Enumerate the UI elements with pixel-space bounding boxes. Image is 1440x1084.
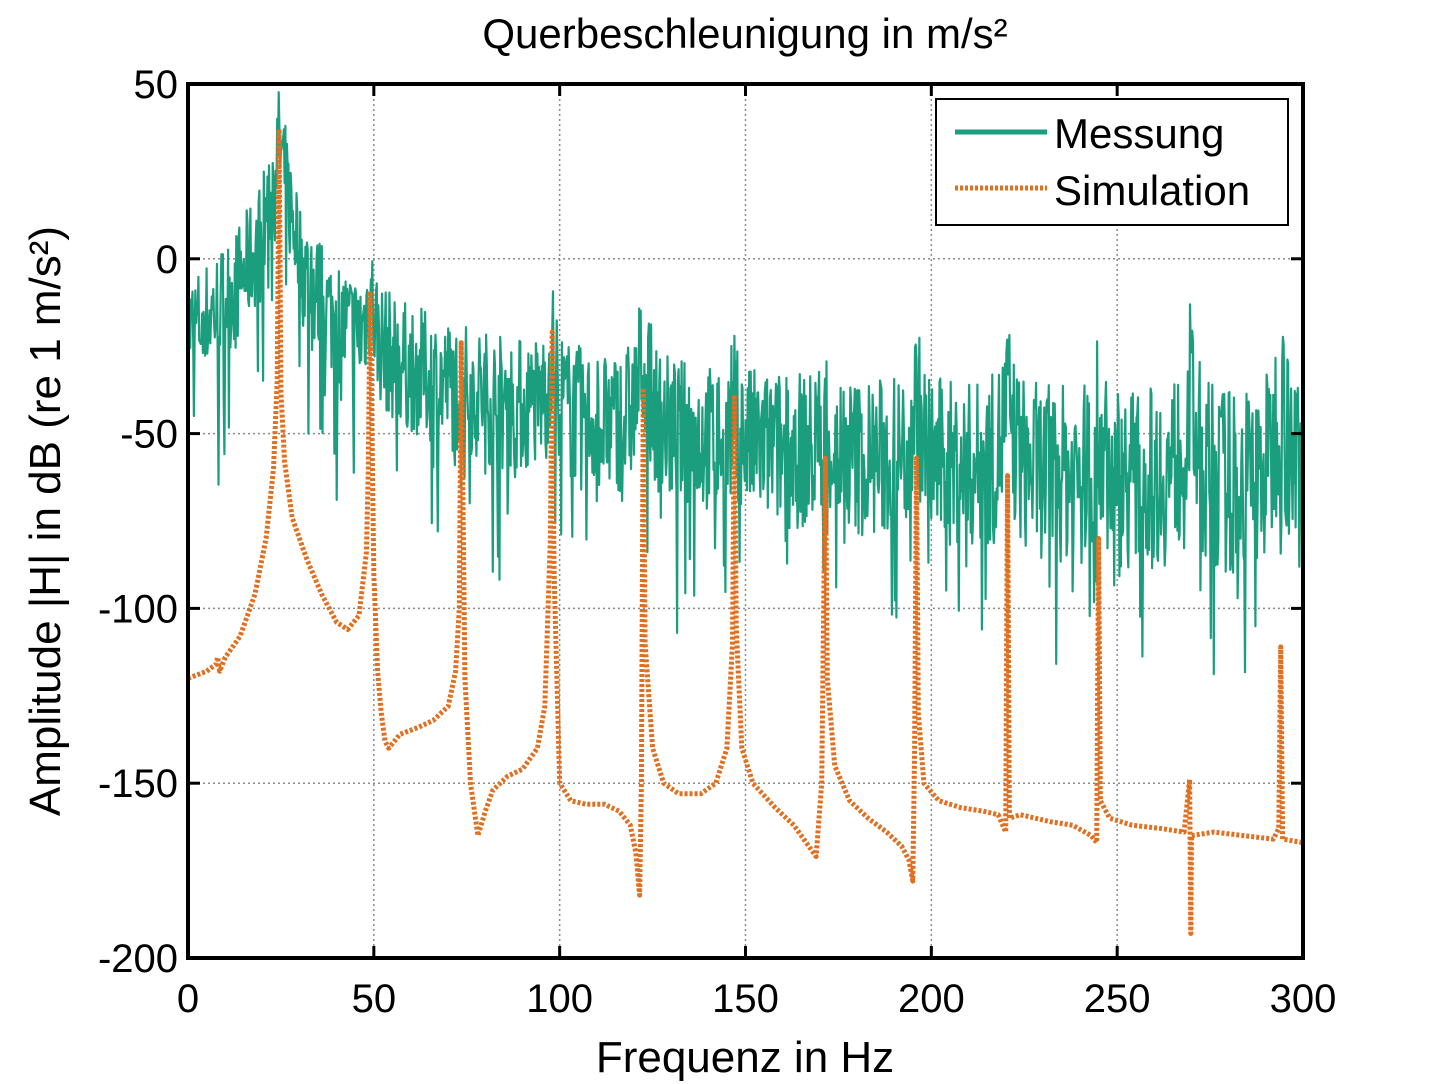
x-tick-label: 250 (1084, 977, 1151, 1021)
series-line-simulation (187, 126, 1304, 936)
legend: Messung Simulation (935, 98, 1289, 226)
y-tick-label: -50 (120, 413, 178, 457)
legend-box (935, 98, 1289, 226)
y-tick-label: -100 (98, 587, 178, 631)
legend-label-simulation: Simulation (1054, 167, 1250, 214)
x-tick-label: 150 (712, 977, 779, 1021)
chart-title: Querbeschleunigung in m/s² (482, 10, 1007, 57)
x-tick-label: 300 (1270, 977, 1337, 1021)
y-tick-label: 0 (156, 238, 178, 282)
series-line-messung (186, 91, 1305, 676)
y-tick-label: -150 (98, 762, 178, 806)
x-tick-label: 0 (177, 977, 199, 1021)
tick-layer: 0 50 100 150 200 250 300 -200 -150 -100 -50 0 50 (98, 63, 1336, 1021)
plot-layer (186, 91, 1305, 936)
y-tick-label: -200 (98, 937, 178, 981)
legend-label-messung: Messung (1054, 110, 1224, 157)
x-tick-label: 200 (898, 977, 965, 1021)
x-tick-label: 50 (352, 977, 397, 1021)
y-axis-title: Amplitude |H| in dB (re 1 m/s²) (21, 226, 70, 816)
y-tick-label: 50 (134, 63, 179, 107)
x-tick-label: 100 (526, 977, 593, 1021)
x-axis-title: Frequenz in Hz (596, 1033, 894, 1082)
